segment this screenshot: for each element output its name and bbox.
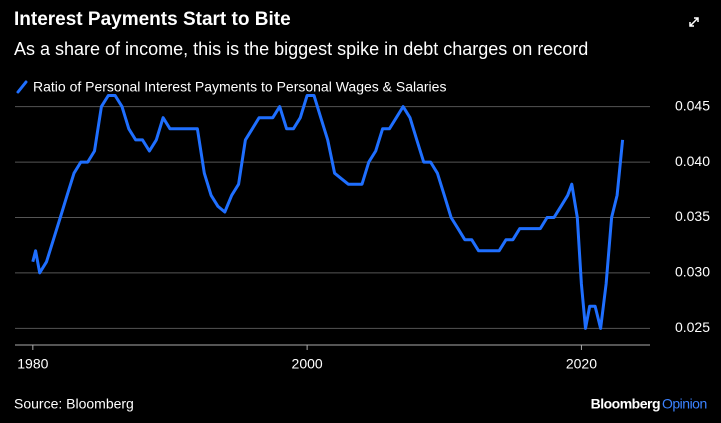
- chart-title: Interest Payments Start to Bite: [14, 9, 291, 30]
- x-tick-label: 1980: [17, 356, 48, 372]
- brand-opinion: Opinion: [662, 396, 707, 412]
- y-tick-label: 0.025: [675, 319, 710, 335]
- expand-glyph[interactable]: [689, 17, 699, 27]
- expand-icon[interactable]: [689, 17, 699, 27]
- legend-label: Ratio of Personal Interest Payments to P…: [33, 79, 446, 95]
- chart-subtitle: As a share of income, this is the bigges…: [14, 39, 588, 59]
- brand-bloomberg: Bloomberg: [591, 396, 660, 412]
- legend-swatch: [16, 80, 28, 94]
- x-tick-label: 2020: [566, 356, 597, 372]
- x-tick-label: 2000: [292, 356, 323, 372]
- y-tick-label: 0.040: [675, 153, 710, 169]
- source: Source: Bloomberg: [14, 396, 134, 412]
- y-tick-label: 0.030: [675, 264, 710, 280]
- series-line: [31, 94, 625, 330]
- y-tick-label: 0.045: [675, 97, 710, 113]
- y-tick-label: 0.035: [675, 208, 710, 224]
